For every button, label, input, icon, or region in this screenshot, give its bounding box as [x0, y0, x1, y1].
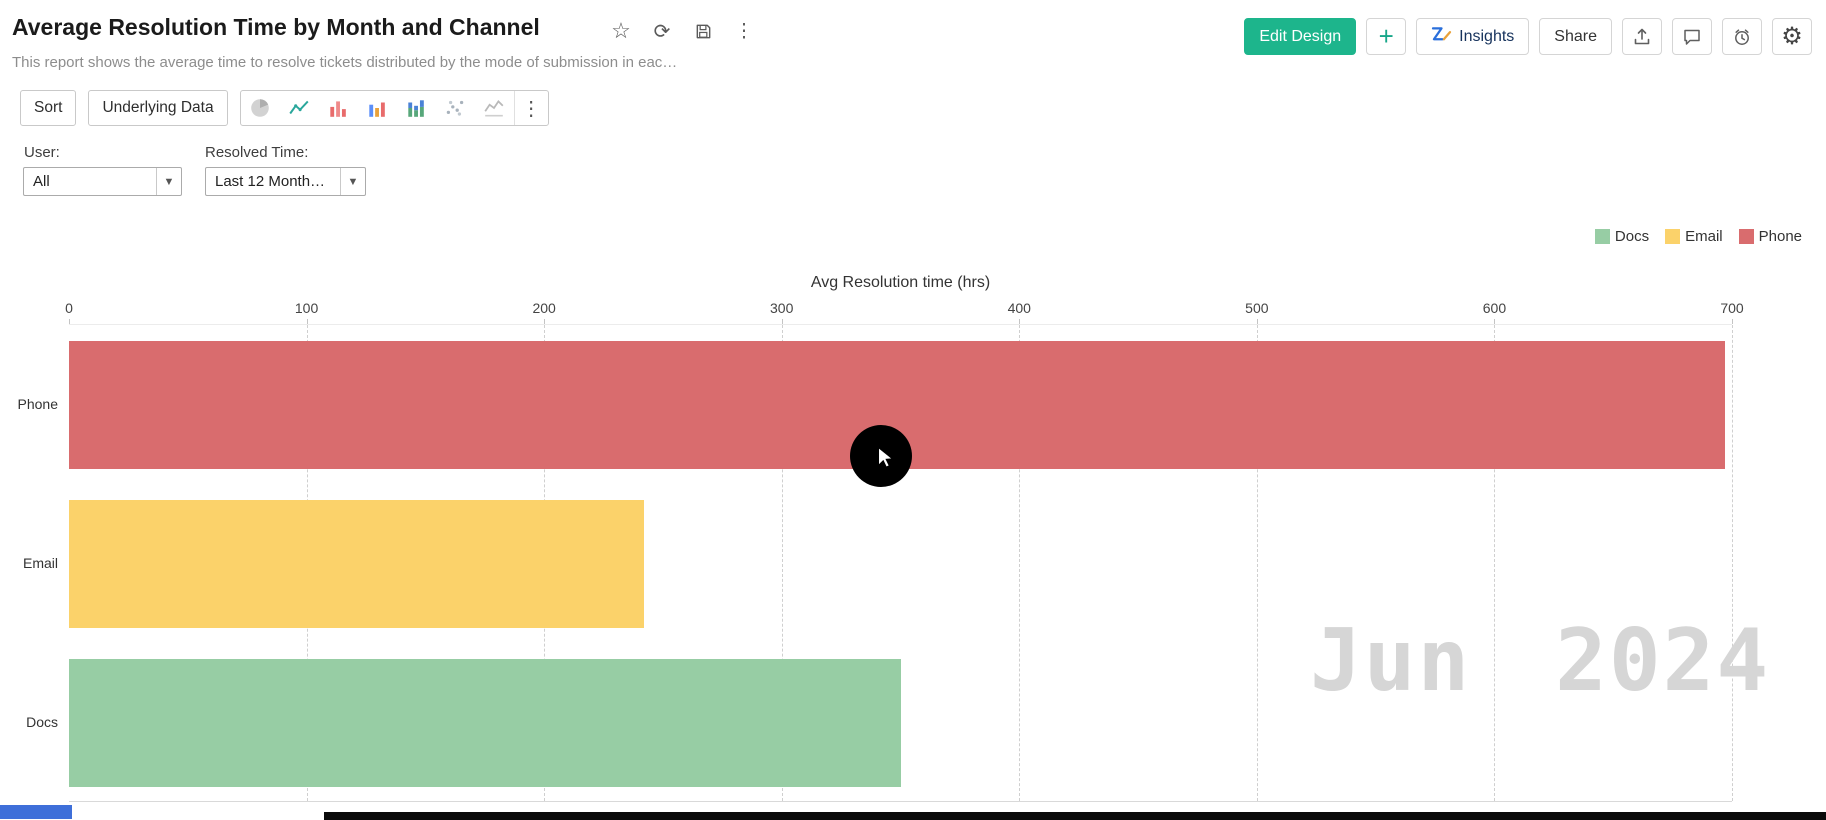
- report-toolbar: Sort Underlying Data: [20, 90, 549, 126]
- legend-item-email[interactable]: Email: [1665, 228, 1723, 245]
- x-tick-label: 600: [1482, 300, 1507, 316]
- chevron-down-icon: ▼: [156, 168, 181, 195]
- legend-label: Phone: [1758, 228, 1802, 245]
- insights-label: Insights: [1459, 27, 1515, 45]
- report-description: This report shows the average time to re…: [12, 54, 678, 71]
- month-watermark: Jun 2024: [1310, 611, 1771, 711]
- sort-label: Sort: [34, 99, 63, 116]
- y-category-label: Docs: [26, 714, 58, 731]
- title-action-icons: ☆ ⟳ ⋮: [608, 18, 757, 44]
- underlying-data-label: Underlying Data: [102, 99, 214, 116]
- add-button[interactable]: +: [1366, 18, 1407, 55]
- user-filter-dropdown[interactable]: All ▼: [23, 167, 182, 196]
- cursor-click-indicator: [850, 425, 912, 487]
- bar-docs[interactable]: [69, 659, 901, 788]
- share-button[interactable]: Share: [1539, 18, 1612, 55]
- bar-chart-icon[interactable]: [319, 91, 358, 125]
- comment-icon: [1684, 29, 1700, 45]
- export-icon: [1634, 28, 1650, 44]
- legend-swatch: [1738, 229, 1754, 244]
- gridline: [1732, 325, 1733, 801]
- mouse-pointer-icon: [878, 446, 894, 468]
- x-tick-mark: [544, 319, 546, 324]
- legend: Docs Email Phone: [1594, 228, 1802, 245]
- resolved-time-filter-dropdown[interactable]: Last 12 Month… ▼: [205, 167, 366, 196]
- line-chart-icon[interactable]: [280, 91, 319, 125]
- legend-label: Email: [1685, 228, 1723, 245]
- edit-design-button[interactable]: Edit Design: [1244, 18, 1357, 55]
- x-tick-mark: [781, 319, 783, 324]
- legend-label: Docs: [1614, 228, 1650, 245]
- x-tick-label: 200: [532, 300, 556, 316]
- x-axis-ticks: 0 100 200 300 400 500 600 700: [0, 300, 1826, 320]
- x-tick-label: 0: [65, 300, 73, 316]
- edit-design-label: Edit Design: [1259, 27, 1342, 45]
- save-icon[interactable]: [690, 18, 716, 44]
- column-chart-icon[interactable]: [358, 91, 397, 125]
- alarm-icon: [1735, 28, 1749, 45]
- gear-icon: ⚙: [1781, 22, 1803, 50]
- x-tick-mark: [69, 319, 70, 324]
- refresh-icon[interactable]: ⟳: [653, 20, 671, 43]
- sort-button[interactable]: Sort: [20, 90, 77, 126]
- x-tick-label: 400: [1007, 300, 1031, 316]
- chevron-down-icon: ▼: [340, 168, 365, 195]
- plot-area: [69, 324, 1733, 802]
- legend-swatch: [1594, 229, 1610, 244]
- x-tick-mark: [1256, 319, 1258, 324]
- share-label: Share: [1554, 27, 1597, 45]
- bar-email[interactable]: [69, 500, 644, 628]
- export-button[interactable]: [1622, 18, 1662, 55]
- resolved-time-filter-label: Resolved Time:: [205, 144, 309, 161]
- legend-item-docs[interactable]: Docs: [1594, 228, 1650, 245]
- comments-button[interactable]: [1672, 18, 1712, 55]
- y-category-label: Phone: [17, 395, 58, 412]
- gif-progress-bar: [324, 812, 1826, 820]
- favorite-star-icon[interactable]: ☆: [611, 18, 631, 43]
- legend-swatch: [1665, 229, 1681, 244]
- x-axis-title: Avg Resolution time (hrs): [810, 274, 991, 291]
- user-filter-value: All: [33, 173, 50, 190]
- resolved-time-filter-value: Last 12 Month…: [215, 173, 326, 190]
- underlying-data-button[interactable]: Underlying Data: [88, 90, 228, 126]
- combo-chart-icon[interactable]: [475, 91, 514, 125]
- pie-chart-icon[interactable]: [241, 91, 280, 125]
- stacked-chart-icon[interactable]: [397, 91, 436, 125]
- page-title: Average Resolution Time by Month and Cha…: [12, 14, 540, 40]
- settings-button[interactable]: ⚙: [1772, 18, 1812, 55]
- gridline: [1019, 325, 1021, 801]
- more-chart-types-icon[interactable]: ⋮: [513, 91, 548, 125]
- x-tick-label: 500: [1245, 300, 1269, 316]
- x-tick-label: 700: [1720, 300, 1744, 316]
- header-actions: Edit Design + Insights Share: [1244, 18, 1812, 55]
- save-icon-svg: [696, 24, 710, 38]
- chart-type-switcher: ⋮: [239, 90, 549, 126]
- gridline: [1256, 325, 1258, 801]
- h-scrollbar-thumb[interactable]: [0, 805, 72, 819]
- x-tick-mark: [306, 319, 308, 324]
- x-tick-label: 300: [770, 300, 794, 316]
- insights-button[interactable]: Insights: [1416, 18, 1530, 55]
- more-options-kebab-icon[interactable]: ⋮: [734, 20, 754, 42]
- add-label: +: [1378, 21, 1394, 51]
- zia-icon: [1431, 26, 1452, 48]
- x-tick-mark: [1494, 319, 1496, 324]
- y-category-label: Email: [22, 555, 58, 571]
- x-tick-label: 100: [294, 300, 319, 316]
- user-filter-label: User:: [24, 144, 60, 161]
- alerts-button[interactable]: [1722, 18, 1762, 55]
- gridline: [1494, 325, 1496, 801]
- x-tick-mark: [1019, 319, 1021, 324]
- scatter-chart-icon[interactable]: [436, 91, 475, 125]
- x-tick-mark: [1732, 319, 1733, 324]
- legend-item-phone[interactable]: Phone: [1738, 228, 1802, 245]
- gridline: [781, 325, 783, 801]
